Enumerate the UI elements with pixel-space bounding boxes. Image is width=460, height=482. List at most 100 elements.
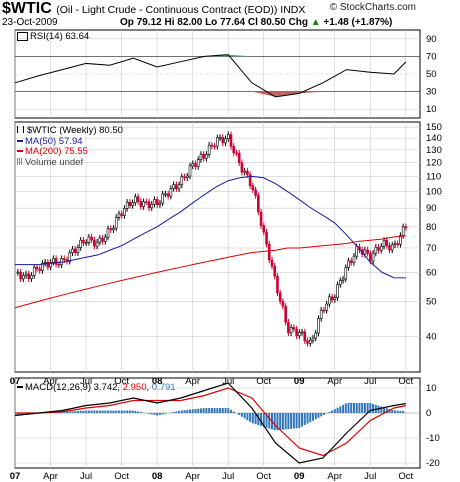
macd-value: 3.742 (93, 382, 118, 393)
macd-hist-bar (66, 411, 69, 413)
macd-hist-bar (383, 407, 386, 413)
change-value: +1.48 (+1.87%) (323, 17, 393, 28)
price-candle-body (226, 134, 230, 140)
macd-y-tick: 0 (426, 408, 431, 419)
price-candle-body (355, 246, 359, 257)
macd-hist-bar (279, 413, 282, 431)
macd-hist-bar (172, 412, 175, 413)
price-legend: $WTIC (Weekly) 80.50 MA(50) 57.94 MA(200… (17, 125, 123, 168)
macd-hist-bar (372, 403, 375, 413)
macd-hist-bar (104, 410, 107, 413)
up-arrow-icon: ▲ (310, 17, 321, 28)
x-tick-label: Apr (43, 376, 58, 387)
macd-hist-bar (306, 413, 309, 424)
price-candle-body (117, 213, 121, 218)
price-y-tick: 40 (426, 332, 437, 343)
price-candle-body (57, 264, 61, 266)
price-candle-body (382, 240, 386, 247)
x-tick-label-bottom: Oct (114, 471, 129, 482)
x-tick-label: Apr (327, 376, 342, 387)
price-candle-body (87, 236, 91, 243)
x-tick-label-bottom: 09 (294, 471, 305, 482)
macd-hist-bar (208, 408, 211, 413)
macd-hist-bar (352, 403, 355, 413)
price-candle-body (180, 176, 184, 186)
x-tick-label: Jul (364, 376, 376, 387)
macd-hist-bar (79, 410, 82, 413)
price-candle-body (71, 248, 74, 254)
price-candle-body (147, 201, 151, 209)
macd-hist-bar (251, 413, 254, 424)
close-value: 80.50 (260, 17, 286, 28)
open-label: Op (120, 17, 134, 28)
price-candle-body (27, 273, 31, 280)
macd-hist-bar (150, 413, 153, 415)
macd-hist-bar (219, 408, 222, 413)
site-credit: © StockCharts.com (329, 2, 416, 13)
macd-hist-bar (227, 408, 230, 413)
macd-hist-bar (391, 409, 394, 413)
price-candle-body (155, 199, 159, 205)
price-candle-body (93, 239, 96, 247)
hist-value: 0.791 (151, 382, 176, 393)
macd-hist-bar (309, 413, 312, 423)
price-candle-body (341, 278, 345, 281)
symbol-label: $WTIC (2, 0, 52, 17)
macd-hist-bar (320, 413, 323, 417)
price-candle-body (281, 301, 285, 307)
price-candle-body (95, 241, 99, 247)
macd-hist-bar (260, 413, 263, 426)
macd-hist-bar (68, 411, 71, 413)
price-candle-body (319, 309, 323, 319)
macd-hist-bar (178, 410, 181, 413)
price-candle-body (136, 196, 140, 202)
macd-hist-bar (257, 413, 260, 426)
macd-hist-bar (268, 413, 271, 429)
price-candle-body (311, 337, 315, 341)
price-candle-body (98, 237, 102, 243)
macd-hist-bar (358, 403, 361, 413)
rsi-y-tick: 70 (426, 51, 437, 62)
macd-hist-bar (74, 411, 77, 413)
rsi-y-tick: 30 (426, 87, 437, 98)
macd-hist-bar (16, 413, 19, 416)
macd-hist-bar (311, 413, 314, 421)
price-y-tick: 90 (426, 203, 437, 214)
price-candle-body (213, 145, 216, 148)
macd-hist-bar (194, 408, 197, 413)
macd-hist-bar (210, 408, 213, 413)
macd-hist-bar (131, 410, 134, 413)
price-candle-body (308, 339, 312, 344)
macd-hist-bar (342, 404, 345, 413)
price-candle-body (328, 296, 331, 305)
ma200-swatch-icon (17, 150, 23, 153)
macd-hist-bar (115, 410, 118, 413)
price-candle-body (229, 134, 233, 147)
macd-hist-bar (385, 408, 388, 413)
macd-hist-bar (107, 410, 110, 413)
legend-ma50-text: MA(50) 57.94 (25, 135, 83, 147)
macd-hist-bar (224, 408, 227, 413)
price-candle-body (112, 227, 115, 231)
price-candle-body (374, 246, 378, 254)
price-candle-body (90, 236, 93, 241)
macd-hist-bar (139, 412, 142, 413)
x-tick-label-bottom: 07 (10, 471, 21, 482)
macd-hist-bar (325, 413, 328, 414)
price-candle-body (336, 284, 339, 298)
price-candle-body (224, 138, 227, 144)
price-candle-body (363, 249, 367, 255)
macd-hist-bar (350, 403, 353, 413)
macd-hist-bar (197, 408, 200, 413)
macd-hist-bar (363, 403, 366, 413)
price-candle-body (142, 201, 145, 207)
macd-hist-bar (189, 409, 192, 413)
price-candle-body (43, 261, 47, 264)
macd-hist-bar (396, 410, 399, 413)
price-candle-body (237, 152, 241, 164)
open-value: 79.12 (136, 17, 162, 28)
macd-hist-bar (314, 413, 317, 420)
macd-hist-bar (240, 413, 243, 417)
macd-hist-bar (399, 410, 402, 413)
